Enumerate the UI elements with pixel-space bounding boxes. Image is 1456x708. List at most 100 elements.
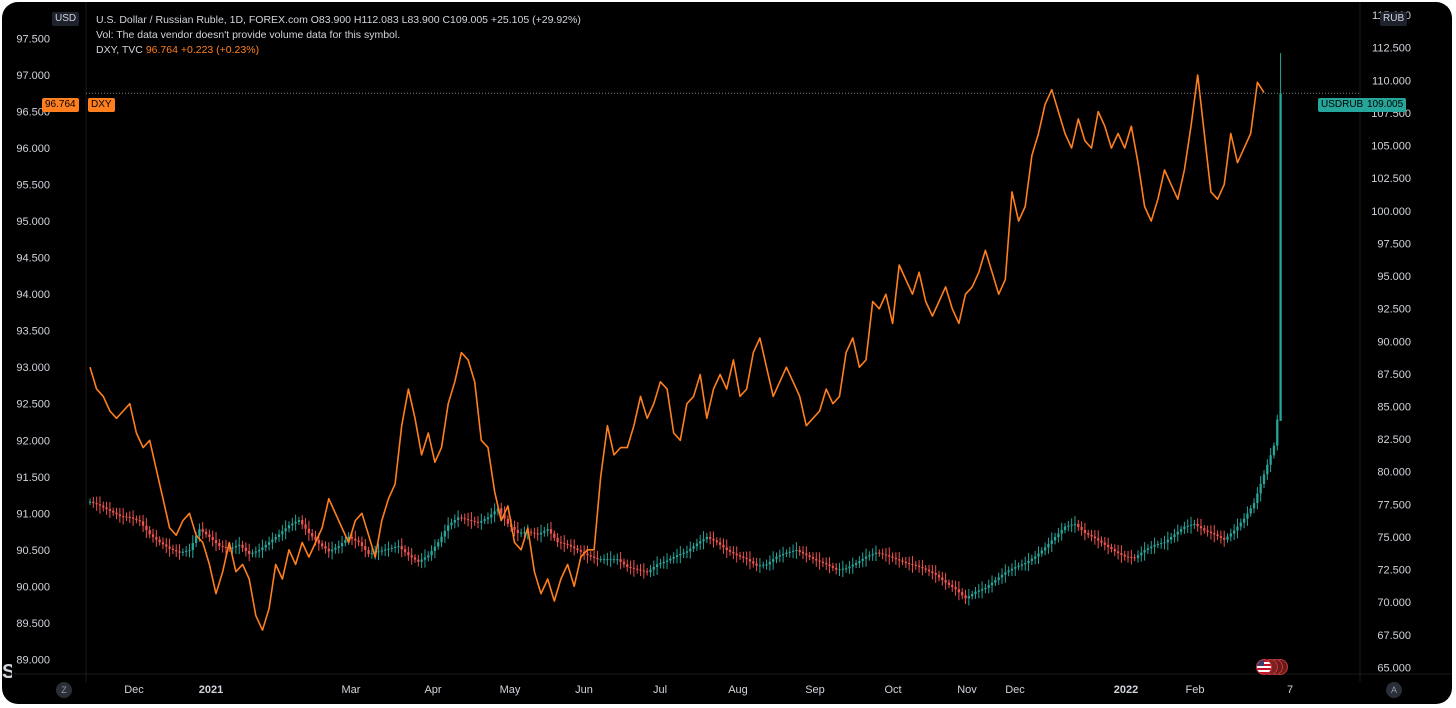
candle-body bbox=[768, 561, 772, 565]
candle-body bbox=[808, 555, 811, 557]
candle-body bbox=[971, 593, 974, 597]
us-flag-icon[interactable] bbox=[1256, 659, 1272, 675]
right-axis-tick-label: 105.000 bbox=[1371, 141, 1411, 153]
candle-body bbox=[559, 542, 563, 544]
candle-body bbox=[287, 525, 291, 529]
candle-body bbox=[1256, 493, 1259, 504]
candle-body bbox=[155, 536, 158, 540]
candle-body bbox=[145, 525, 148, 531]
candle-body bbox=[732, 551, 735, 554]
dxy-price-badge: 96.764 bbox=[42, 98, 79, 112]
candle-body bbox=[997, 577, 1000, 581]
candle-body bbox=[261, 547, 264, 551]
candle-body bbox=[755, 563, 758, 566]
candle-body bbox=[493, 511, 496, 515]
right-axis-tick-label: 65.000 bbox=[1377, 662, 1411, 674]
candle-body bbox=[788, 551, 791, 553]
candle-body bbox=[185, 550, 188, 552]
auto-scale-button[interactable]: A bbox=[1386, 682, 1402, 698]
event-markers[interactable] bbox=[1256, 658, 1292, 676]
candle-body bbox=[602, 559, 606, 561]
candle-body bbox=[921, 567, 924, 569]
candle-body bbox=[1259, 483, 1262, 494]
time-axis-tick-label: Jun bbox=[575, 684, 593, 696]
candle-body bbox=[1242, 518, 1246, 523]
candle-body bbox=[1279, 93, 1282, 421]
candle-body bbox=[1020, 564, 1024, 566]
candle-body bbox=[854, 563, 858, 565]
candle-body bbox=[649, 569, 652, 573]
candle-body bbox=[632, 567, 636, 569]
candle-body bbox=[1163, 542, 1166, 544]
left-axis-tick-label: 91.000 bbox=[16, 508, 50, 520]
candle-body bbox=[1057, 533, 1060, 537]
candle-body bbox=[1189, 524, 1193, 526]
candle-body bbox=[1126, 556, 1130, 558]
candle-body bbox=[228, 547, 231, 549]
candle-body bbox=[294, 521, 297, 524]
candle-body bbox=[626, 564, 629, 568]
candle-body bbox=[586, 553, 589, 556]
candle-body bbox=[987, 585, 990, 588]
candle-body bbox=[990, 582, 994, 586]
candle-body bbox=[679, 553, 682, 556]
candle-body bbox=[410, 555, 413, 558]
candle-body bbox=[506, 518, 510, 524]
candle-body bbox=[138, 520, 141, 522]
candle-body bbox=[221, 546, 224, 548]
candle-body bbox=[1160, 543, 1163, 545]
candle-body bbox=[841, 568, 844, 570]
candle-body bbox=[616, 559, 619, 561]
candle-body bbox=[682, 552, 685, 554]
candle-body bbox=[781, 553, 785, 556]
candle-body bbox=[742, 556, 745, 558]
time-axis-tick-label: 2021 bbox=[199, 684, 223, 696]
partial-logo: S bbox=[2, 661, 12, 683]
right-currency-badge[interactable]: RUB bbox=[1380, 12, 1408, 26]
candle-body bbox=[791, 550, 795, 552]
candle-body bbox=[125, 516, 128, 518]
candle-body bbox=[669, 558, 672, 561]
candle-body bbox=[675, 555, 679, 557]
candle-body bbox=[715, 540, 718, 543]
candle-body bbox=[1106, 544, 1110, 547]
candle-body bbox=[858, 560, 861, 564]
candle-body bbox=[1113, 549, 1116, 552]
time-axis-ticks: Dec 2021 Mar Apr May Jun Jul Aug Sep Oct Nov Dec 202… bbox=[124, 684, 1293, 696]
candle-body bbox=[284, 528, 287, 532]
candle-body bbox=[589, 555, 592, 557]
left-axis-tick-label: 90.000 bbox=[16, 581, 50, 593]
candle-body bbox=[281, 531, 284, 535]
left-axis-tick-label: 94.500 bbox=[16, 253, 50, 265]
candle-body bbox=[894, 557, 898, 560]
right-axis-tick-label: 87.500 bbox=[1377, 369, 1411, 381]
candle-body bbox=[665, 560, 669, 562]
left-axis-ticks: 89.000 89.500 90.000 90.500 91.000 91.500 92.0… bbox=[16, 34, 50, 667]
candle-body bbox=[519, 532, 523, 534]
candle-body bbox=[815, 558, 818, 561]
candle-body bbox=[994, 580, 997, 583]
left-currency-badge[interactable]: USD bbox=[52, 12, 80, 26]
candle-body bbox=[257, 550, 261, 552]
zoom-scale-button[interactable]: Z bbox=[56, 682, 72, 698]
candle-body bbox=[937, 574, 941, 578]
candle-body bbox=[1193, 523, 1196, 525]
candle-body bbox=[1017, 565, 1020, 568]
candle-body bbox=[745, 557, 748, 560]
candle-body bbox=[238, 544, 241, 547]
candle-body bbox=[98, 504, 102, 506]
candle-body bbox=[692, 546, 695, 549]
candle-body bbox=[1047, 543, 1050, 548]
right-axis-tick-label: 102.500 bbox=[1371, 173, 1411, 185]
candle-body bbox=[95, 503, 98, 505]
candle-body bbox=[1179, 529, 1183, 532]
candle-body bbox=[974, 591, 977, 594]
candle-body bbox=[301, 520, 304, 525]
candle-body bbox=[1249, 508, 1252, 514]
candle-body bbox=[1050, 540, 1053, 544]
candle-body bbox=[463, 518, 466, 520]
candle-body bbox=[1229, 533, 1232, 537]
candle-body bbox=[964, 595, 967, 599]
candle-body bbox=[1130, 556, 1133, 558]
